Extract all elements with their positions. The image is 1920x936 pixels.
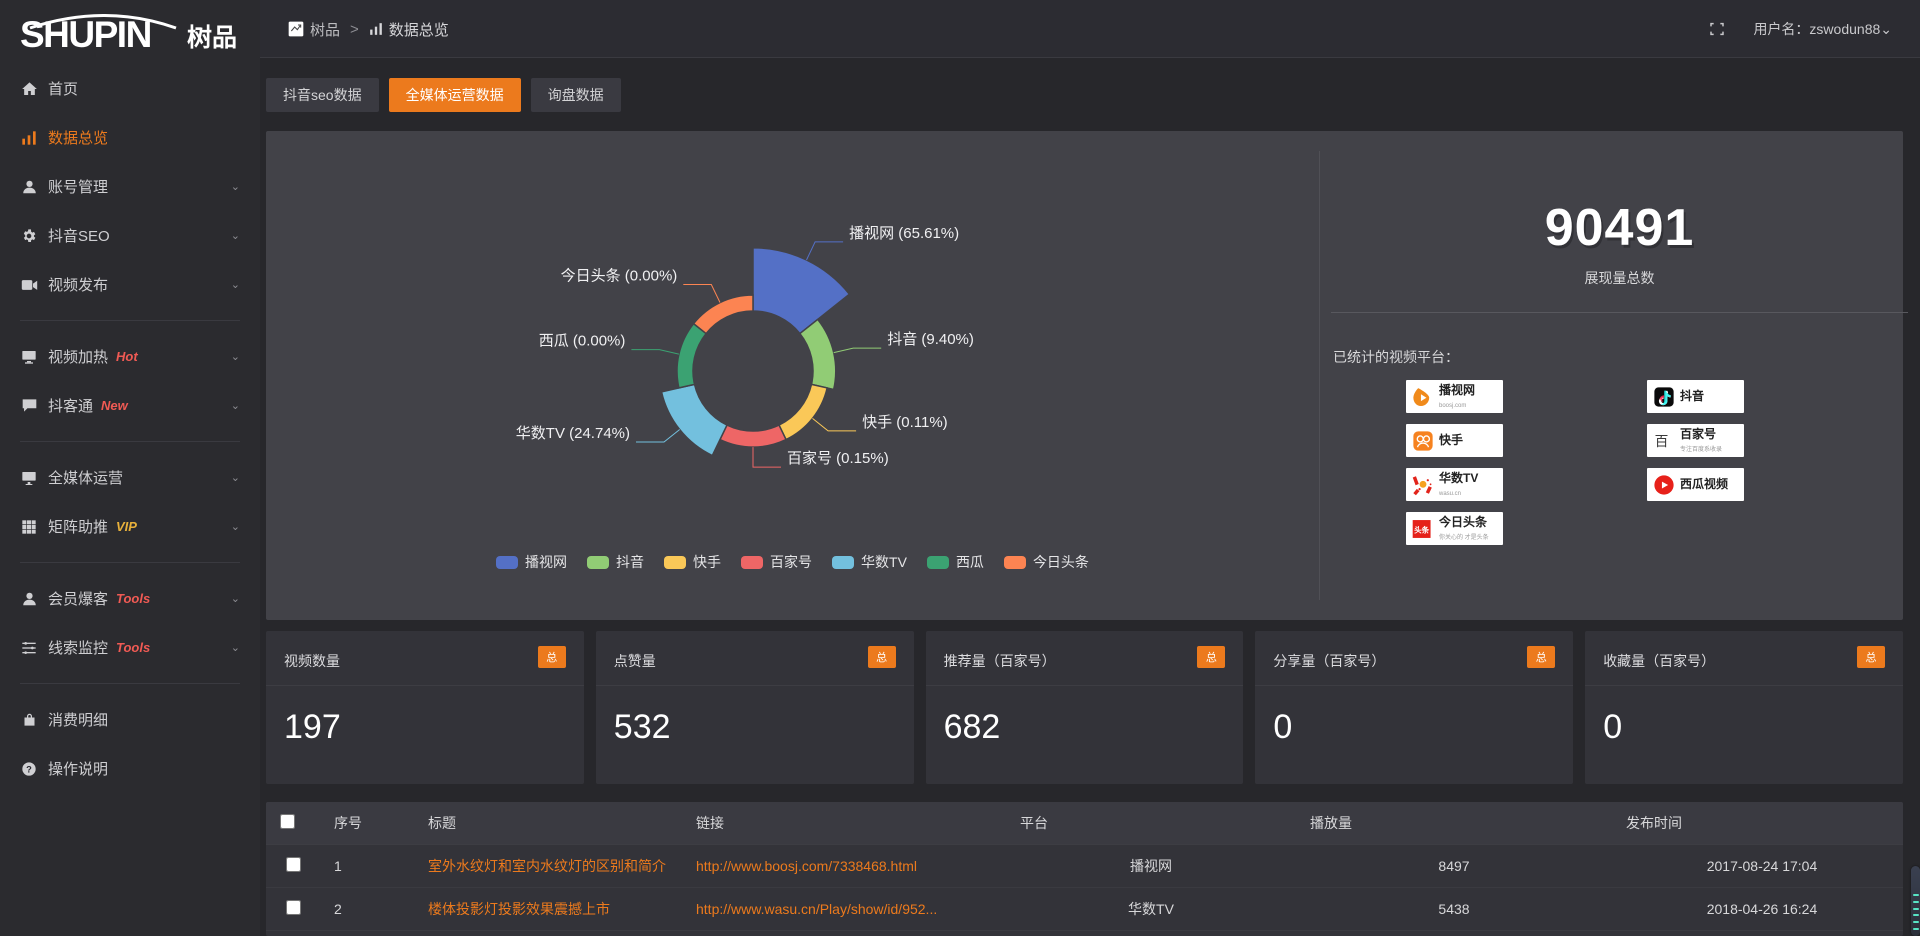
- svg-text:快手 (0.11%): 快手 (0.11%): [862, 414, 948, 431]
- svg-text:百: 百: [1655, 434, 1669, 449]
- svg-text:?: ?: [26, 764, 32, 774]
- svg-text:今日头条 (0.00%): 今日头条 (0.00%): [561, 268, 678, 285]
- svg-text:树品: 树品: [187, 24, 237, 52]
- svg-text:播视网 (65.61%): 播视网 (65.61%): [849, 225, 959, 242]
- svg-text:西瓜 (0.00%): 西瓜 (0.00%): [539, 333, 626, 350]
- svg-text:头条: 头条: [1414, 524, 1430, 534]
- svg-text:百家号 (0.15%): 百家号 (0.15%): [787, 450, 889, 467]
- svg-text:华数TV (24.74%): 华数TV (24.74%): [516, 425, 630, 442]
- svg-text:SHUPIN: SHUPIN: [20, 14, 151, 54]
- svg-text:抖音 (9.40%): 抖音 (9.40%): [887, 331, 974, 348]
